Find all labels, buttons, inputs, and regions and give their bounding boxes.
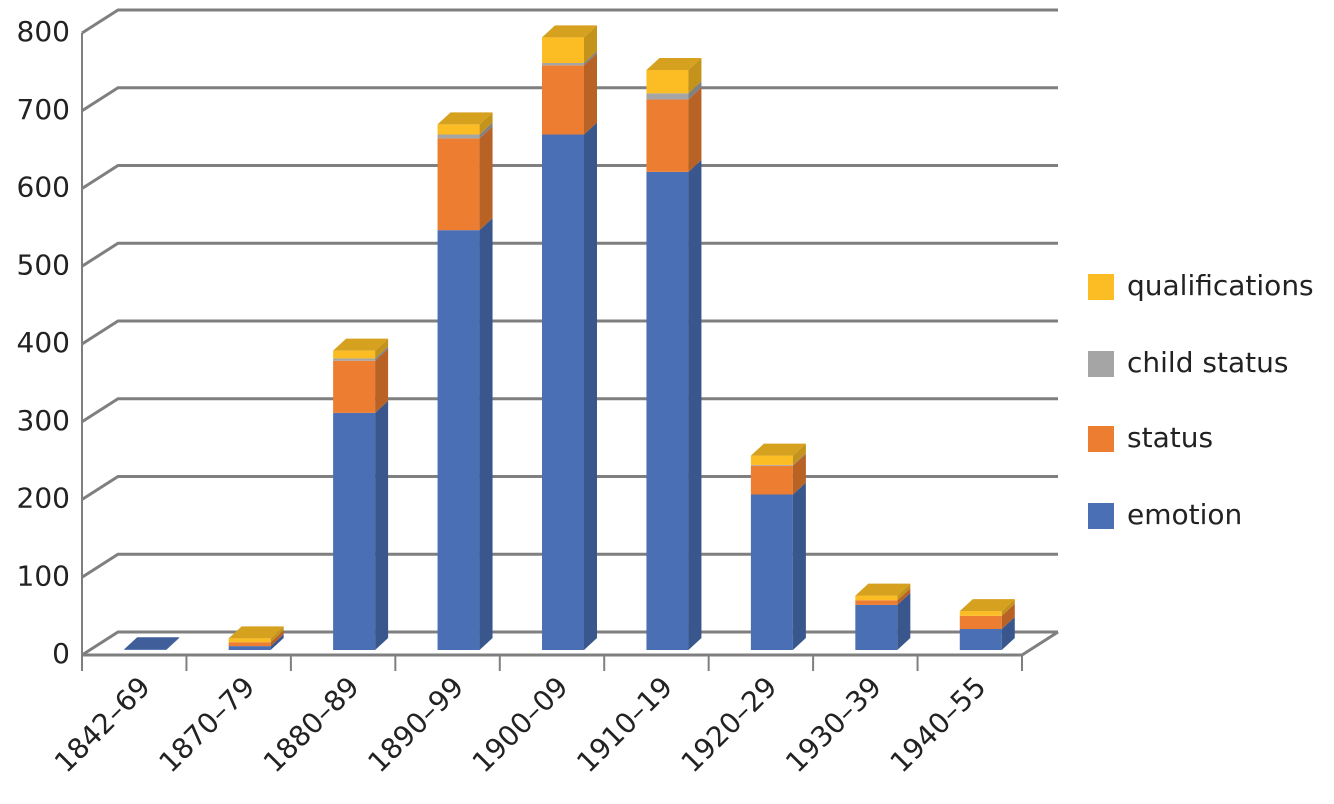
x-tick-label: 1920–29 bbox=[675, 670, 784, 779]
y-tick-label: 800 bbox=[17, 15, 70, 48]
grid-line bbox=[81, 86, 1058, 113]
legend-swatch bbox=[1088, 351, 1114, 377]
grid-line bbox=[81, 630, 1058, 657]
x-tick-label: 1880–89 bbox=[257, 670, 366, 779]
bar-segment bbox=[437, 218, 493, 650]
x-tick-label: 1900–09 bbox=[466, 670, 575, 779]
bar-segment bbox=[750, 453, 806, 495]
bar-top bbox=[855, 583, 911, 596]
y-tick-label: 600 bbox=[17, 171, 70, 204]
bar-segment bbox=[646, 159, 702, 650]
grid-line bbox=[81, 397, 1058, 424]
x-tick-label: 1910–19 bbox=[570, 670, 679, 779]
bar-segment bbox=[959, 617, 1015, 650]
bar-top bbox=[333, 338, 389, 351]
y-tick-label: 200 bbox=[17, 482, 70, 515]
bar-top bbox=[228, 626, 284, 639]
bar-top bbox=[959, 599, 1015, 612]
bar-segment bbox=[333, 348, 389, 413]
y-tick-label: 500 bbox=[17, 248, 70, 281]
x-tick-label: 1930–39 bbox=[779, 670, 888, 779]
x-tick-label: 1870–79 bbox=[152, 670, 261, 779]
bar-segment bbox=[959, 603, 1015, 630]
bar-segment bbox=[646, 87, 702, 172]
x-tick-label: 1940–55 bbox=[884, 670, 993, 779]
bar-segment bbox=[228, 634, 284, 650]
y-tick-label: 400 bbox=[17, 326, 70, 359]
legend-swatch bbox=[1088, 503, 1114, 529]
legend-label: emotion bbox=[1127, 498, 1242, 531]
bar-segment bbox=[855, 588, 911, 605]
bar-segment bbox=[124, 637, 180, 650]
bar-segment bbox=[750, 452, 806, 466]
y-tick-label: 0 bbox=[52, 637, 70, 670]
bar-segment bbox=[437, 112, 493, 135]
x-tick-label: 1890–99 bbox=[361, 670, 470, 779]
bar-segment bbox=[855, 592, 911, 650]
bar-segment bbox=[542, 25, 597, 63]
bar-segment bbox=[646, 57, 702, 94]
bar-top bbox=[646, 57, 702, 70]
bar-top bbox=[124, 637, 180, 650]
bar-segment bbox=[750, 482, 806, 650]
bar-top bbox=[542, 25, 597, 38]
bar-segment bbox=[333, 400, 389, 650]
bar-segment bbox=[333, 338, 389, 359]
bar-top bbox=[437, 112, 493, 125]
grid-line bbox=[81, 8, 1058, 35]
grid-line bbox=[81, 319, 1058, 346]
bar-segment bbox=[855, 583, 911, 601]
bar-segment bbox=[228, 626, 284, 643]
bar-segment bbox=[959, 599, 1015, 616]
bar-segment bbox=[542, 50, 597, 66]
bar-segment bbox=[437, 122, 493, 139]
bar-top bbox=[750, 443, 806, 456]
grid-line bbox=[81, 164, 1058, 190]
bar-segment bbox=[333, 346, 389, 361]
bar-segment bbox=[437, 126, 493, 231]
y-tick-label: 700 bbox=[17, 93, 70, 126]
bar-segment bbox=[228, 630, 284, 647]
grid-line bbox=[81, 552, 1058, 579]
legend-label: status bbox=[1127, 421, 1213, 454]
legend-swatch bbox=[1088, 426, 1114, 452]
x-tick-label: 1842–69 bbox=[48, 670, 157, 779]
y-tick-label: 100 bbox=[17, 559, 70, 592]
bar-segment bbox=[750, 443, 806, 465]
legend-label: child status bbox=[1127, 346, 1288, 379]
y-tick-label: 300 bbox=[17, 404, 70, 437]
grid-line bbox=[81, 241, 1058, 268]
bar-segment bbox=[542, 122, 597, 650]
legend-label: qualifications bbox=[1127, 269, 1314, 302]
bar-segment bbox=[542, 53, 597, 135]
bar-segment bbox=[646, 81, 702, 100]
legend-swatch bbox=[1088, 274, 1114, 300]
grid-line bbox=[81, 475, 1058, 501]
